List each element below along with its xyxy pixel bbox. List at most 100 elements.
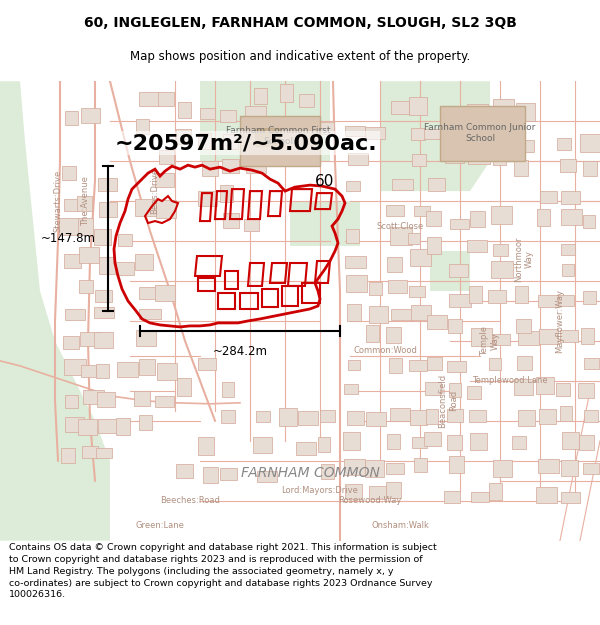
Bar — [560, 331, 578, 342]
Bar — [488, 483, 502, 500]
Bar — [157, 364, 176, 380]
Bar — [77, 196, 92, 211]
Bar — [223, 213, 239, 228]
Bar — [94, 307, 114, 319]
Bar — [116, 418, 130, 435]
Bar — [386, 482, 401, 498]
Text: Rosewood:Way: Rosewood:Way — [338, 496, 401, 505]
Bar — [79, 280, 94, 293]
Text: ~284.2m: ~284.2m — [212, 345, 268, 358]
Bar — [388, 279, 407, 293]
Bar — [410, 128, 425, 141]
Polygon shape — [200, 81, 330, 161]
Bar — [178, 102, 191, 118]
Bar — [538, 295, 559, 307]
Bar — [117, 362, 137, 378]
Bar — [155, 285, 175, 301]
Bar — [253, 437, 272, 453]
Text: Northmoor
Way: Northmoor Way — [514, 236, 534, 282]
Bar — [560, 406, 572, 421]
Bar — [446, 409, 463, 422]
Text: Temple
Way: Temple Way — [481, 326, 500, 356]
Bar — [370, 282, 382, 296]
Bar — [391, 101, 409, 114]
Bar — [470, 432, 487, 451]
Text: Bees:Drive: Bees:Drive — [151, 168, 160, 214]
Bar — [411, 306, 431, 320]
Bar — [514, 161, 528, 176]
Bar — [280, 84, 293, 102]
Bar — [240, 116, 320, 166]
Bar — [65, 396, 78, 408]
Bar — [136, 330, 156, 346]
Bar — [98, 177, 117, 191]
Bar — [516, 319, 531, 333]
Bar — [391, 309, 412, 320]
Bar — [471, 328, 491, 346]
Bar — [469, 286, 482, 303]
Bar — [440, 106, 525, 161]
Bar — [223, 134, 238, 149]
Bar — [412, 154, 426, 166]
Bar — [583, 161, 596, 176]
Bar — [425, 382, 441, 395]
Text: Farnham Common Junior
School: Farnham Common Junior School — [424, 124, 536, 143]
Bar — [118, 234, 132, 246]
Bar — [538, 209, 550, 226]
Bar — [64, 336, 79, 349]
Bar — [427, 315, 447, 329]
Bar — [254, 88, 267, 104]
Bar — [319, 122, 334, 134]
Bar — [256, 121, 274, 135]
Text: 60: 60 — [315, 174, 334, 189]
Bar — [536, 378, 554, 394]
Text: Mayflower:Way: Mayflower:Way — [556, 289, 565, 353]
Bar — [389, 408, 410, 421]
Bar — [562, 264, 574, 276]
Bar — [493, 152, 506, 165]
Text: ~20597m²/~5.090ac.: ~20597m²/~5.090ac. — [115, 133, 377, 153]
Text: Beaconsfield
Road: Beaconsfield Road — [438, 374, 458, 428]
Bar — [176, 464, 193, 478]
Bar — [410, 410, 427, 424]
Bar — [198, 191, 217, 206]
Bar — [78, 419, 97, 435]
Text: Map shows position and indicative extent of the property.: Map shows position and indicative extent… — [130, 51, 470, 63]
Bar — [517, 356, 532, 370]
Bar — [79, 247, 98, 263]
Bar — [348, 153, 368, 164]
Bar — [366, 412, 386, 426]
Bar — [409, 286, 425, 296]
Bar — [320, 410, 335, 422]
Bar — [560, 159, 577, 172]
Bar — [469, 410, 486, 422]
Polygon shape — [0, 81, 110, 541]
Bar — [220, 110, 236, 122]
Bar — [81, 108, 100, 123]
Bar — [516, 140, 533, 151]
Bar — [561, 460, 578, 476]
Bar — [467, 104, 488, 116]
Bar — [489, 358, 501, 371]
Bar — [346, 181, 361, 191]
Bar — [386, 205, 404, 216]
Bar — [280, 117, 299, 132]
Text: FARNHAM COMMON: FARNHAM COMMON — [241, 466, 379, 480]
Bar — [446, 361, 466, 372]
Text: Lord:Mayors:Drive: Lord:Mayors:Drive — [281, 486, 358, 495]
Bar — [202, 161, 218, 176]
Bar — [556, 383, 570, 396]
Bar — [512, 436, 526, 449]
Bar — [177, 378, 191, 396]
Bar — [344, 384, 358, 394]
Bar — [518, 410, 535, 426]
Polygon shape — [290, 201, 360, 246]
Bar — [158, 150, 174, 164]
Bar — [116, 262, 134, 275]
Text: Stewarts:Drive: Stewarts:Drive — [53, 170, 62, 232]
Bar — [256, 145, 268, 158]
Bar — [94, 332, 113, 348]
Bar — [176, 129, 191, 144]
Bar — [135, 254, 153, 271]
Bar — [470, 211, 485, 227]
